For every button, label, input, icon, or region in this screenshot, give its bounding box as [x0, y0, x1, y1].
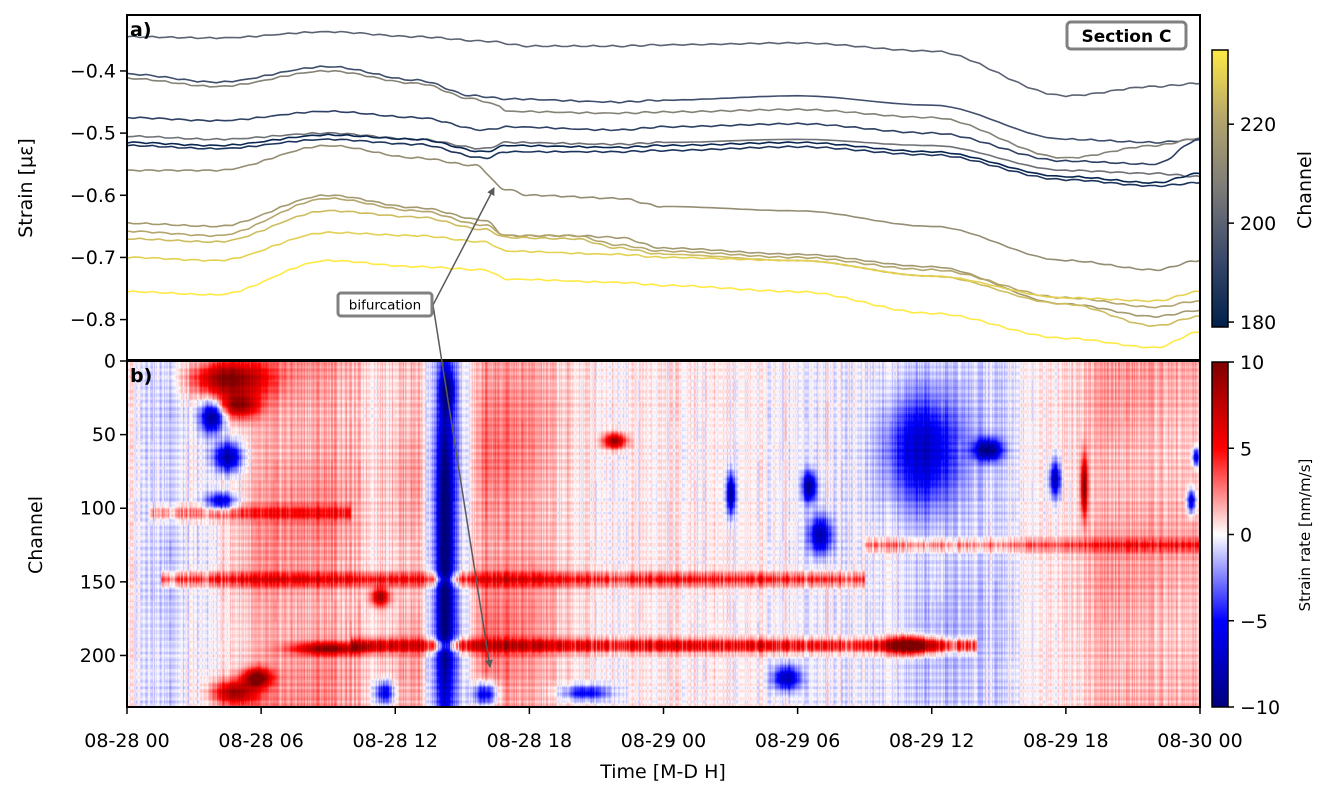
strain-series-channel-194: [127, 65, 1200, 144]
strain-series-channel-190: [127, 109, 1200, 166]
heatmap-container: [127, 361, 1200, 707]
x-tick-label: 08-29 12: [889, 730, 974, 752]
panel-a: −0.4 −0.5 −0.6 −0.7 −0.8 a) Section C Strain…: [15, 14, 1201, 361]
x-tick-label: 08-29 00: [621, 730, 706, 752]
panel-a-y-tick-label: −0.8: [70, 309, 116, 331]
x-tick-label: 08-29 18: [1023, 730, 1108, 752]
strain-series-channel-213: [127, 144, 1200, 272]
x-tick-label: 08-28 00: [84, 730, 169, 752]
colorbar-channel-tick-label: 220: [1240, 114, 1276, 136]
colorbar-strain-rate-tick-label: 5: [1240, 438, 1252, 460]
strain-series-channel-186: [127, 138, 1200, 188]
section-box-frame: [1065, 20, 1188, 51]
bifurcation-annotation: bifurcation: [336, 187, 495, 668]
panel-b-x-ticks: 08-28 00 08-28 06 08-28 12 08-28 18 08-29 00…: [84, 707, 1243, 752]
panel-b-y-axis-label: Channel: [25, 496, 47, 574]
strain-series-channel-221: [127, 196, 1200, 309]
x-tick-label: 08-29 06: [755, 730, 840, 752]
panel-b-y-tick-label: 200: [80, 645, 116, 667]
strain-series-group: [127, 30, 1200, 349]
x-tick-label: 08-28 18: [487, 730, 572, 752]
panel-a-background: [127, 15, 1200, 360]
colorbar-strain-rate-tick-label: −5: [1240, 611, 1268, 633]
colorbar-channel: 180 200 220 Channel: [1211, 49, 1316, 334]
panel-a-label: a): [130, 19, 152, 41]
section-title: Section C: [1082, 27, 1172, 47]
annotation-arrow-lower: [432, 304, 493, 668]
colorbar-strain-rate-tick-label: 10: [1240, 352, 1264, 374]
panel-b-y-tick-label: 50: [92, 424, 116, 446]
colorbar-channel-gradient: [1211, 49, 1229, 328]
annotation-box: [336, 291, 434, 318]
strain-series-channel-181: [127, 133, 1200, 185]
panel-a-y-tick-label: −0.4: [70, 60, 116, 82]
panel-a-y-ticks: −0.4 −0.5 −0.6 −0.7 −0.8: [70, 60, 127, 331]
annotation-arrow-upper: [432, 187, 495, 306]
panel-b-y-tick-label: 100: [80, 498, 116, 520]
strain-series-channel-200: [127, 30, 1200, 98]
panel-b-y-tick-label: 150: [80, 571, 116, 593]
x-axis-label: Time [M-D H]: [599, 761, 726, 783]
colorbar-strain-rate-gradient: [1211, 361, 1229, 708]
x-tick-label: 08-30 00: [1157, 730, 1242, 752]
panel-a-y-tick-label: −0.5: [70, 123, 116, 145]
colorbar-strain-rate-tick-label: 0: [1240, 525, 1252, 547]
strain-series-channel-235: [127, 259, 1200, 349]
colorbar-channel-label: Channel: [1294, 151, 1316, 229]
colorbar-strain-rate-ticks: 10 5 0 −5 −10: [1228, 352, 1280, 719]
panel-b-label: b): [130, 365, 152, 387]
strain-series-channel-230: [127, 230, 1200, 303]
strain-series-channel-204: [127, 131, 1200, 178]
panel-b-y-tick-label: 0: [104, 351, 116, 373]
panel-a-y-tick-label: −0.6: [70, 185, 116, 207]
strain-series-channel-226: [127, 209, 1200, 328]
section-legend-box: Section C: [1065, 20, 1188, 51]
colorbar-strain-rate-tick-label: −10: [1240, 697, 1280, 719]
strain-series-channel-209: [127, 69, 1200, 159]
colorbar-strain-rate-label: Strain rate [nm/m/s]: [1296, 459, 1314, 612]
panel-a-y-axis-label: Strain [με]: [15, 138, 37, 238]
annotation-text: bifurcation: [349, 298, 421, 314]
colorbar-strain-rate: 10 5 0 −5 −10 Strain rate [nm/m/s]: [1211, 352, 1314, 719]
x-tick-label: 08-28 12: [353, 730, 438, 752]
colorbar-channel-ticks: 180 200 220: [1228, 114, 1276, 334]
x-tick-label: 08-28 06: [218, 730, 303, 752]
colorbar-channel-tick-label: 200: [1240, 213, 1276, 235]
panel-b-y-ticks: 0 50 100 150 200: [80, 351, 127, 667]
colorbar-channel-tick-label: 180: [1240, 312, 1276, 334]
panel-a-y-tick-label: −0.7: [70, 247, 116, 269]
